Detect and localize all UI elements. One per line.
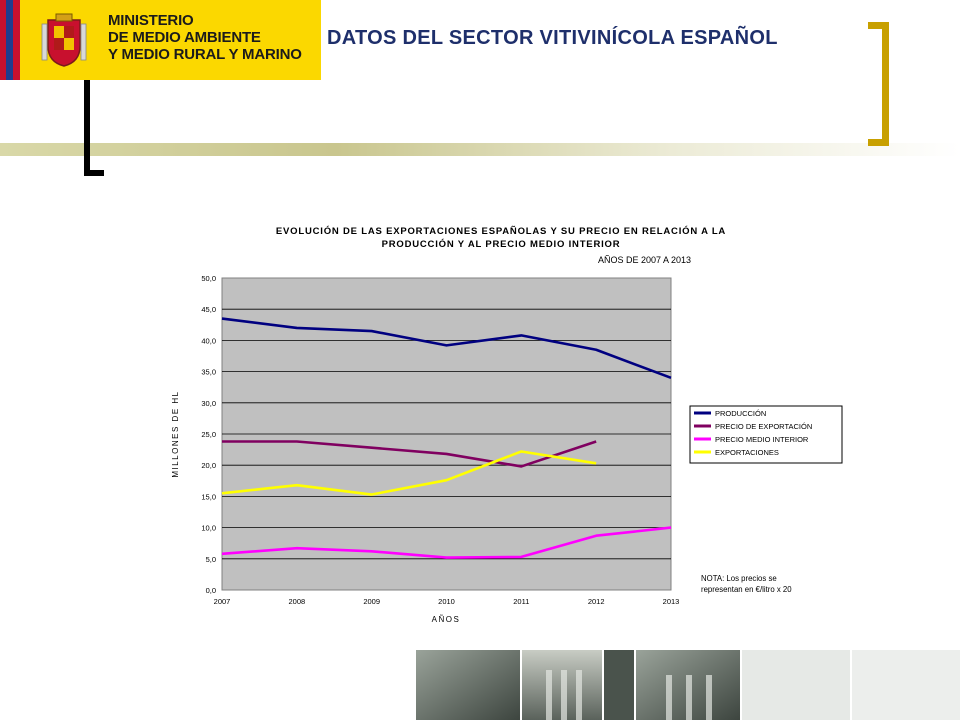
y-tick-label: 10,0 (201, 524, 216, 533)
header-gradient-bar (0, 143, 960, 156)
series-line-precio-medio-interior (221, 526, 672, 559)
y-tick-label: 5,0 (206, 555, 216, 564)
x-tick-label: 2012 (588, 597, 605, 606)
y-axis-ticks: 0,0 5,0 10,0 15,0 20,0 25,0 30,0 35,0 40,0 45,0 50… (201, 274, 216, 595)
y-tick-label: 25,0 (201, 430, 216, 439)
left-bracket-icon (84, 80, 90, 176)
x-tick-label: 2011 (513, 597, 529, 606)
legend-label: EXPORTACIONES (715, 448, 779, 457)
legend-box (689, 405, 843, 464)
x-tick-label: 2007 (214, 597, 231, 606)
y-tick-label: 0,0 (206, 586, 216, 595)
y-tick-label: 20,0 (201, 461, 216, 470)
y-tick-label: 30,0 (201, 399, 216, 408)
coat-of-arms-icon (41, 13, 87, 67)
chart-subtitle: AÑOS DE 2007 A 2013 (598, 255, 691, 265)
x-axis-label: AÑOS (432, 615, 461, 624)
series-line-producci-n (221, 317, 672, 380)
page-title: DATOS DEL SECTOR VITIVINÍCOLA ESPAÑOL (327, 27, 778, 49)
y-tick-label: 50,0 (201, 274, 216, 283)
y-axis-label: MILLONES DE HL (171, 390, 180, 477)
footer-photo-strip (416, 650, 960, 720)
legend: PRODUCCIÓN PRECIO DE EXPORTACIÓN PRECIO ME… (689, 405, 843, 464)
building-photo-1 (416, 650, 520, 720)
y-tick-label: 45,0 (201, 305, 216, 314)
y-tick-label: 15,0 (201, 492, 216, 501)
ministry-name: MINISTERIO DE MEDIO AMBIENTE Y MEDIO RUR… (108, 12, 302, 63)
chart-title-line2: PRODUCCIÓN Y AL PRECIO MEDIO INTERIOR (382, 238, 621, 250)
chart-title-line1: EVOLUCIÓN DE LAS EXPORTACIONES ESPAÑOLAS… (276, 225, 726, 237)
photo-panel-light-1 (742, 650, 850, 720)
right-bracket-top (868, 22, 889, 29)
y-tick-label: 40,0 (201, 336, 216, 345)
series-line-precio-de-exportaci-n (222, 440, 597, 468)
flag-strip (0, 0, 20, 80)
line-chart: EVOLUCIÓN DE LAS EXPORTACIONES ESPAÑOLAS… (171, 225, 843, 624)
left-bracket-foot (84, 170, 104, 176)
x-tick-label: 2008 (288, 597, 305, 606)
right-bracket-icon (882, 22, 889, 146)
photo-panel-light-2 (852, 650, 960, 720)
building-photo-3 (604, 650, 634, 720)
x-axis-ticks: 2007 2008 2009 2010 2011 2012 2013 (214, 597, 680, 606)
series-line-exportaciones (221, 450, 597, 496)
legend-label: PRECIO DE EXPORTACIÓN (715, 422, 812, 431)
note-line: representan en €/litro x 20 (701, 585, 792, 594)
chart-note: NOTA: Los precios se representan en €/lit… (701, 574, 792, 594)
right-bracket-bottom (868, 139, 889, 146)
x-tick-label: 2013 (663, 597, 680, 606)
series-lines (221, 317, 672, 559)
grid-lines (222, 308, 671, 560)
y-tick-label: 35,0 (201, 368, 216, 377)
legend-label: PRODUCCIÓN (715, 409, 766, 418)
x-tick-label: 2009 (363, 597, 380, 606)
legend-label: PRECIO MEDIO INTERIOR (715, 435, 809, 444)
x-tick-label: 2010 (438, 597, 455, 606)
note-line: NOTA: Los precios se (701, 574, 777, 583)
